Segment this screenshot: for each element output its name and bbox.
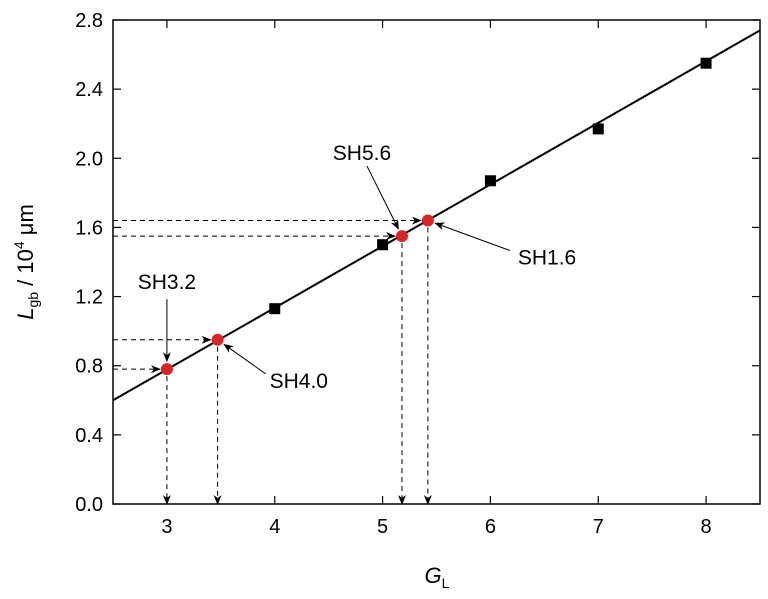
- x-tick-label: 4: [269, 516, 280, 538]
- y-axis-title-main: L: [13, 308, 38, 320]
- data-point-circle: [160, 363, 173, 376]
- data-point-circle: [421, 214, 434, 227]
- fit-layer: [112, 29, 761, 402]
- plot-frame: [112, 19, 761, 505]
- annotation-arrow: [366, 165, 399, 230]
- annotation-label: SH4.0: [270, 370, 328, 393]
- x-tick-label: 8: [701, 516, 712, 538]
- data-points: [160, 57, 712, 376]
- data-point-circle: [395, 230, 408, 243]
- x-tick-label: 6: [485, 516, 496, 538]
- data-point-square: [592, 123, 604, 135]
- annotation-label: SH1.6: [518, 247, 576, 270]
- annotation-arrow: [434, 222, 511, 251]
- data-point-square: [377, 239, 389, 251]
- annotation-label: SH5.6: [333, 142, 391, 165]
- y-tick-label: 0.4: [75, 425, 103, 447]
- fit-line: [112, 29, 761, 402]
- x-tick-label: 3: [161, 516, 172, 538]
- annotation-arrow: [223, 343, 266, 375]
- y-tick-label: 2.4: [75, 79, 103, 101]
- y-tick-label: 1.6: [75, 217, 103, 239]
- x-tick-label: 5: [377, 516, 388, 538]
- data-point-circle: [211, 333, 224, 346]
- data-point-square: [484, 175, 496, 187]
- x-tick-label: 7: [593, 516, 604, 538]
- x-axis-title: GL: [425, 563, 450, 591]
- y-axis-title-unit: μm: [13, 204, 38, 241]
- y-axis-title-sup: 4: [11, 241, 27, 249]
- y-axis-title-sub: gb: [25, 292, 41, 308]
- y-axis-title-mid: / 10: [13, 249, 38, 292]
- y-tick-label: 0.8: [75, 356, 103, 378]
- y-tick-label: 0.0: [75, 494, 103, 516]
- x-axis-title-main: G: [425, 563, 442, 588]
- ticks-layer: 3 4 5 6 7 8 0.0 0.4 0.8 1.2 1.6 2.0 2.4 2.8: [75, 10, 760, 538]
- data-point-square: [700, 57, 712, 69]
- data-point-square: [269, 303, 281, 315]
- y-tick-label: 2.0: [75, 148, 103, 170]
- x-axis-title-sub: L: [442, 575, 450, 591]
- y-axis-title: Lgb / 104 μm: [11, 204, 41, 320]
- guide-lines: [113, 216, 432, 505]
- annotation-label: SH3.2: [138, 271, 196, 294]
- y-tick-label: 2.8: [75, 10, 103, 32]
- y-tick-label: 1.2: [75, 287, 103, 309]
- annotations: SH3.2 SH4.0 SH5.6 SH1.6: [138, 142, 577, 393]
